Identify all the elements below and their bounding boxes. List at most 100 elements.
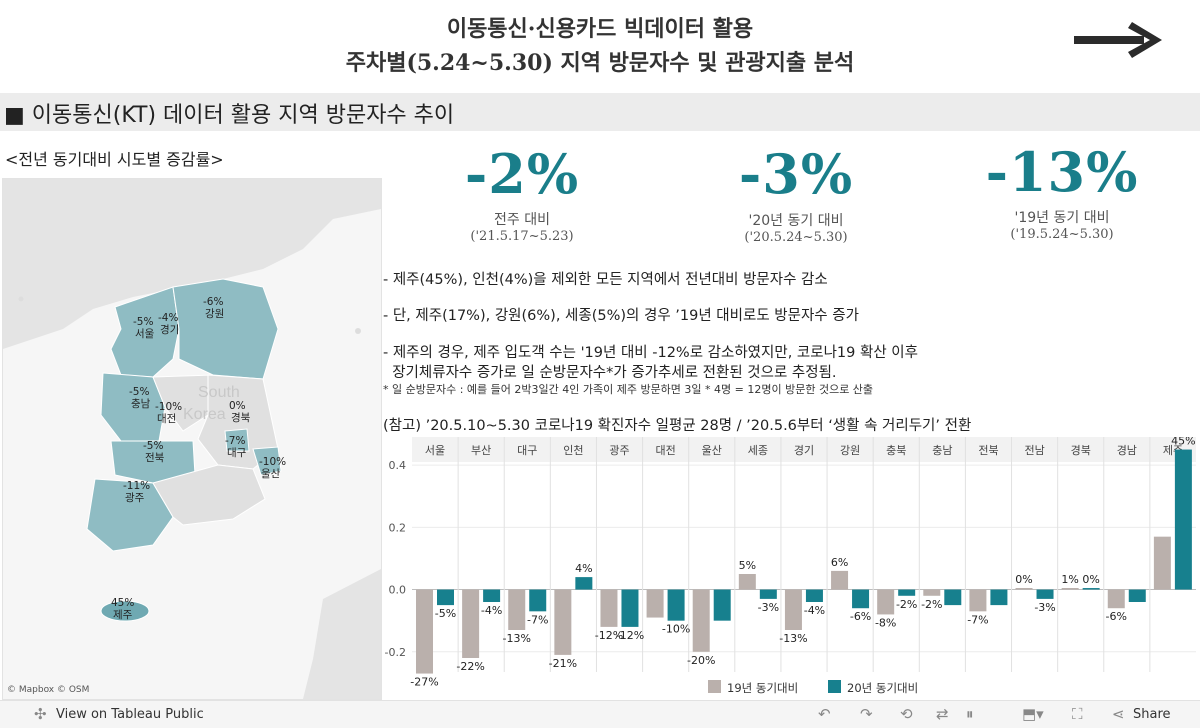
- map-name-8: 울산: [261, 468, 281, 480]
- chart-note: (참고) ’20.5.10~5.30 코로나19 확진자수 일평균 28명 / …: [383, 418, 972, 434]
- kpi-sub-2020: ('20.5.24~5.30): [744, 230, 848, 245]
- bar-label-2020-1: -4%: [481, 604, 502, 617]
- bar-label-2019-3: -21%: [549, 657, 577, 670]
- bar-2020-8: [805, 589, 823, 602]
- share-icon[interactable]: ⋖: [1112, 705, 1125, 723]
- map-value-4: -10%: [155, 401, 182, 413]
- bullet-3: - 제주의 경우, 제주 입도객 수는 '19년 대비 -12%로 감소하였지만…: [383, 345, 918, 361]
- category-label-2: 대구: [517, 444, 537, 457]
- tableau-logo-icon: ✣: [34, 705, 47, 723]
- bullet-2: - 단, 제주(17%), 강원(6%), 세종(5%)의 경우 ’19년 대비…: [383, 308, 859, 324]
- bar-2019-16: [1153, 536, 1171, 590]
- undo-icon[interactable]: ↶: [818, 705, 831, 723]
- region-gangwon-shape: [172, 278, 279, 380]
- map-name-5: 경북: [231, 411, 251, 424]
- bar-2020-3: [575, 577, 593, 590]
- bar-label-2020-9: -6%: [850, 610, 871, 623]
- kpi-value-2020: -3%: [738, 142, 854, 206]
- bar-2019-14: [1061, 588, 1079, 590]
- view-on-tableau-link[interactable]: View on Tableau Public: [56, 707, 204, 722]
- bullet-1: - 제주(45%), 인천(4%)을 제외한 모든 지역에서 전년대비 방문자수…: [383, 272, 828, 288]
- kpi-value-week: -2%: [464, 142, 580, 206]
- section-title: ■ 이동통신(KT) 데이터 활용 지역 방문자수 추이: [4, 103, 455, 128]
- fullscreen-icon[interactable]: ⛶: [1072, 705, 1083, 723]
- bar-label-2019-9: 6%: [831, 556, 848, 569]
- category-label-15: 경남: [1117, 444, 1137, 457]
- map-value-1: -4%: [158, 312, 178, 324]
- bar-2019-6: [692, 589, 710, 652]
- share-button[interactable]: Share: [1133, 707, 1171, 722]
- category-label-0: 서울: [425, 444, 445, 457]
- watermark-1: South: [198, 384, 240, 401]
- bar-2020-11: [944, 589, 962, 606]
- map-value-5: 0%: [229, 400, 246, 412]
- bar-2019-7: [738, 574, 756, 590]
- next-arrow-icon[interactable]: [1072, 18, 1164, 62]
- bar-label-2019-11: -2%: [921, 598, 942, 611]
- bar-label-2019-12: -7%: [967, 613, 988, 626]
- kpi-sub-week: ('21.5.17~5.23): [470, 229, 574, 244]
- bar-label-2020-5: -10%: [662, 623, 690, 636]
- bar-label-2019-4: -12%: [595, 629, 623, 642]
- redo-icon[interactable]: ↷: [860, 705, 873, 723]
- bar-2019-0: [416, 589, 433, 674]
- bar-label-2020-7: -3%: [758, 601, 779, 614]
- map-value-10: 45%: [111, 597, 134, 609]
- japan-land: [303, 569, 381, 699]
- download-icon[interactable]: ⬒▾: [1022, 705, 1044, 723]
- bar-2019-4: [600, 589, 618, 627]
- bar-label-2019-8: -13%: [779, 632, 807, 645]
- north-land: [3, 179, 381, 349]
- bar-label-2019-1: -22%: [456, 660, 484, 673]
- title-line-2: 주차별(5.24~5.30) 지역 방문자수 및 관광지출 분석: [345, 50, 855, 76]
- bar-2020-10: [898, 589, 916, 596]
- category-label-5: 대전: [656, 444, 676, 457]
- bar-2019-9: [831, 570, 849, 590]
- page-title: 이동통신·신용카드 빅데이터 활용 주차별(5.24~5.30) 지역 방문자수…: [0, 12, 1200, 80]
- y-tick-label-0: 0.4: [389, 459, 407, 472]
- map-value-0: -5%: [133, 316, 153, 328]
- map-name-4: 대전: [157, 413, 176, 425]
- region-daegu-shape: [224, 428, 250, 452]
- map-canvas: South Korea -5%서울-4%경기-6%강원-5%충남 -10%대전0%…: [3, 179, 381, 699]
- refresh-icon[interactable]: ⇄: [936, 705, 949, 723]
- category-label-9: 강원: [840, 444, 860, 457]
- bar-label-2019-13: 0%: [1015, 573, 1032, 586]
- category-label-12: 전북: [978, 444, 998, 457]
- bar-label-2019-6: -20%: [687, 654, 715, 667]
- category-label-8: 경기: [794, 444, 814, 457]
- revert-icon[interactable]: ⟲: [900, 705, 913, 723]
- bar-chart[interactable]: 0.4 0.2 0.0 -0.2 서울 부산 대구 인천 광주 대전 울산 세종 경기 강원 충북 충남 전북 전…: [382, 437, 1198, 699]
- bullet-4: 장기체류자수 증가로 일 순방문자수*가 증가추세로 전환된 것으로 추정됨.: [383, 365, 837, 381]
- bar-2019-8: [784, 589, 802, 630]
- y-tick-label-3: -0.2: [385, 646, 406, 659]
- y-tick-label-1: 0.2: [389, 521, 407, 534]
- pause-icon[interactable]: ⏸: [966, 705, 974, 723]
- map-name-10: 제주: [113, 609, 133, 621]
- bar-2020-13: [1036, 589, 1054, 599]
- map-name-6: 대구: [227, 447, 247, 459]
- bar-2019-13: [1015, 588, 1033, 590]
- category-header-band: [412, 437, 1196, 462]
- y-tick-label-2: 0.0: [389, 584, 407, 597]
- bar-2019-5: [646, 589, 664, 618]
- category-label-14: 경북: [1071, 444, 1091, 457]
- map-value-2: -6%: [203, 296, 223, 308]
- bar-label-2020-8: -4%: [804, 604, 825, 617]
- korea-map[interactable]: South Korea -5% 서울 -4% 경기 -6% 강원 -5% 충남 -10% 대전 0%…: [2, 178, 382, 700]
- bar-2019-11: [923, 589, 941, 596]
- bar-2019-12: [969, 589, 987, 612]
- map-attribution: © Mapbox © OSM: [7, 685, 89, 695]
- legend-swatch-1: [828, 680, 841, 693]
- bar-2020-1: [483, 589, 501, 602]
- category-label-7: 세종: [748, 444, 768, 457]
- map-value-6: -7%: [225, 435, 245, 447]
- legend-label-0: 19년 동기대비: [727, 681, 798, 695]
- bar-label-2020-13: -3%: [1034, 601, 1055, 614]
- kpi-sub-2019: ('19.5.24~5.30): [1010, 227, 1114, 242]
- bar-2020-2: [529, 589, 547, 612]
- bar-2020-4: [621, 589, 639, 627]
- legend-label-1: 20년 동기대비: [847, 681, 918, 695]
- title-line-1: 이동통신·신용카드 빅데이터 활용: [446, 16, 754, 42]
- kpi-value-2019: -13%: [985, 140, 1139, 204]
